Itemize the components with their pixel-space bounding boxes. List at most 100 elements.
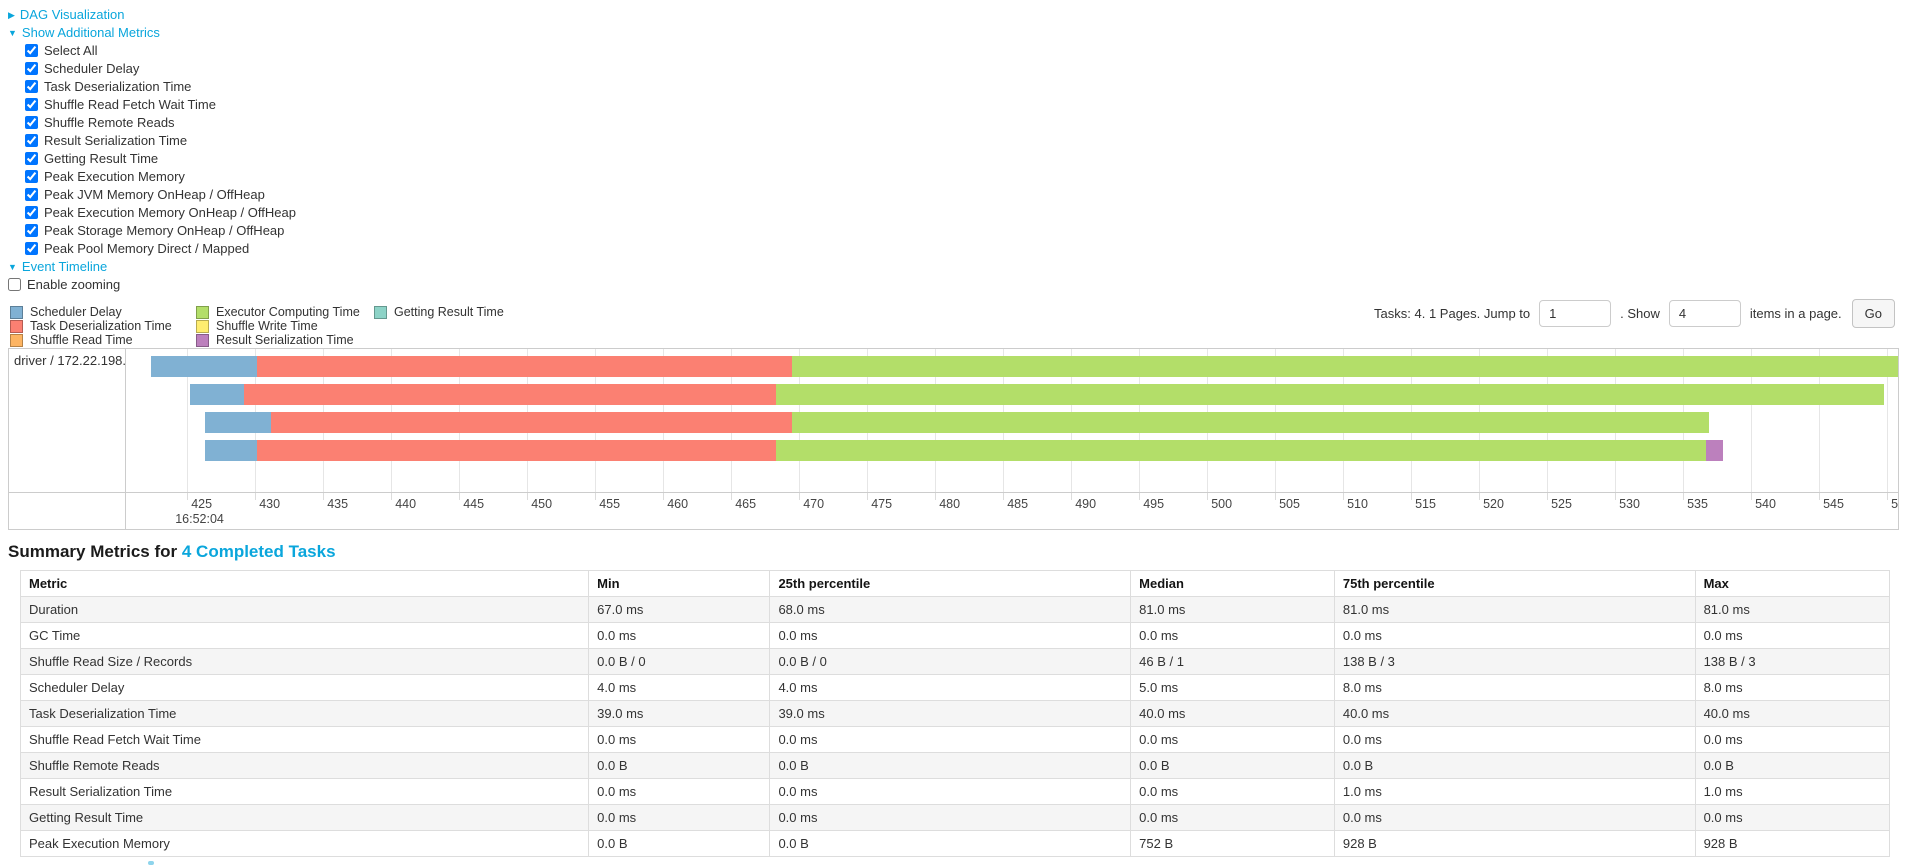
metric-checkbox-label: Peak Execution Memory — [44, 169, 185, 184]
tick-label: 435 — [327, 497, 349, 511]
metric-value-cell: 0.0 ms — [1130, 726, 1335, 753]
metric-checkbox-row: Shuffle Remote Reads — [25, 114, 296, 132]
metric-checkbox-peak-execution-memory[interactable] — [25, 170, 38, 183]
tick-mark — [663, 493, 665, 500]
summary-metrics-table: Metric Min 25th percentile Median 75th perce… — [19, 570, 1891, 857]
metric-value-cell: 0.0 ms — [588, 778, 771, 805]
items-per-page-input[interactable] — [1668, 299, 1741, 327]
metric-checkbox-shuffle-read-fetch-wait-time[interactable] — [25, 98, 38, 111]
scheduler-delay-segment — [204, 440, 257, 461]
pagination-summary-text: Tasks: 4. 1 Pages. Jump to — [1374, 305, 1531, 321]
metric-value-cell: 0.0 ms — [1694, 804, 1891, 831]
expanded-arrow-icon: ▼ — [8, 262, 17, 272]
enable-zooming-row: Enable zooming — [8, 276, 296, 294]
dag-visualization-toggle[interactable]: ▶ DAG Visualization — [8, 6, 296, 24]
metric-value-cell: 138 B / 3 — [1694, 648, 1891, 675]
metric-value-cell: 0.0 B — [1333, 752, 1696, 779]
tick-mark — [255, 493, 257, 500]
metric-value-cell: 0.0 ms — [588, 726, 771, 753]
tick-label: 515 — [1415, 497, 1436, 511]
enable-zooming-checkbox[interactable] — [8, 278, 21, 291]
metric-checkbox-label: Peak Storage Memory OnHeap / OffHeap — [44, 223, 285, 238]
event-timeline-toggle[interactable]: ▼ Event Timeline — [8, 258, 296, 276]
executor-computing-time-segment — [776, 440, 1707, 461]
table-header-row: Metric Min 25th percentile Median 75th perce… — [19, 570, 1891, 597]
table-row-gc-time: GC Time 0.0 ms 0.0 ms 0.0 ms 0.0 ms 0.0 ms — [19, 622, 1891, 649]
table-row-result-serialization-time: Result Serialization Time 0.0 ms 0.0 ms 0.0… — [19, 778, 1891, 805]
executor-row-label: driver / 172.22.198.104 — [9, 349, 126, 492]
tick-mark — [391, 493, 393, 500]
legend-item-label: Shuffle Read Time — [30, 333, 133, 347]
metric-checkbox-peak-jvm-memory-onheap-offheap[interactable] — [25, 188, 38, 201]
result-serialization-time-segment — [1706, 440, 1723, 461]
metric-checkbox-label: Shuffle Read Fetch Wait Time — [44, 97, 216, 112]
metric-value-cell: 752 B — [1130, 830, 1335, 857]
tick-label: 500 — [1211, 497, 1233, 511]
legend-item-label: Executor Computing Time — [216, 305, 360, 319]
summary-heading-prefix: Summary Metrics for — [8, 542, 178, 561]
metric-checkbox-task-deserialization-time[interactable] — [25, 80, 38, 93]
metric-name-cell: Task Deserialization Time — [19, 700, 590, 727]
metric-value-cell: 0.0 B — [588, 752, 771, 779]
pagination-items-text: items in a page. — [1749, 305, 1842, 321]
tick-mark — [867, 493, 869, 500]
metric-checkbox-peak-storage-memory-onheap-offheap[interactable] — [25, 224, 38, 237]
scheduler-delay-swatch-icon — [10, 305, 23, 319]
tick-mark — [459, 493, 461, 500]
tick-mark — [1615, 493, 1617, 500]
jump-to-page-input[interactable] — [1539, 299, 1612, 327]
metric-checkbox-result-serialization-time[interactable] — [25, 134, 38, 147]
metric-checkbox-row: Peak Pool Memory Direct / Mapped — [25, 240, 296, 258]
metric-checkbox-peak-execution-memory-onheap-offheap[interactable] — [25, 206, 38, 219]
column-header-25th-percentile: 25th percentile — [769, 570, 1132, 597]
show-additional-metrics-toggle[interactable]: ▼ Show Additional Metrics — [8, 24, 296, 42]
metric-checkbox-shuffle-remote-reads[interactable] — [25, 116, 38, 129]
scheduler-delay-segment — [204, 412, 272, 433]
metric-checkbox-select-all[interactable] — [25, 44, 38, 57]
metric-checkbox-row: Task Deserialization Time — [25, 78, 296, 96]
metric-name-cell: Getting Result Time — [19, 804, 590, 831]
task-pagination: Tasks: 4. 1 Pages. Jump to . Show items … — [1374, 296, 1895, 330]
completed-tasks-link[interactable]: 4 Completed Tasks — [181, 542, 336, 561]
executor-computing-time-segment — [792, 412, 1709, 433]
metric-checkbox-label: Getting Result Time — [44, 151, 159, 166]
result-serialization-time-swatch-icon — [196, 333, 209, 347]
metric-value-cell: 4.0 ms — [588, 674, 771, 701]
tick-label: 545 — [1823, 497, 1844, 511]
metric-value-cell: 39.0 ms — [769, 700, 1132, 727]
metric-value-cell: 928 B — [1694, 830, 1891, 857]
metric-name-cell: Result Serialization Time — [19, 778, 590, 805]
metric-checkbox-label: Shuffle Remote Reads — [44, 115, 175, 130]
tick-mark — [1139, 493, 1141, 500]
enable-zooming-label: Enable zooming — [27, 277, 121, 292]
metric-value-cell: 0.0 B — [769, 830, 1132, 857]
expanded-arrow-icon: ▼ — [8, 28, 17, 38]
tick-mark — [1003, 493, 1005, 500]
metric-value-cell: 46 B / 1 — [1130, 648, 1335, 675]
metric-checkbox-row: Peak Execution Memory — [25, 168, 296, 186]
timeline-axis-row: 425 430 435 440 445 450 455 460 465 470 475 480 485 4… — [9, 492, 1898, 529]
metric-checkbox-scheduler-delay[interactable] — [25, 62, 38, 75]
metric-checkbox-row: Scheduler Delay — [25, 60, 296, 78]
metric-value-cell: 0.0 ms — [769, 622, 1132, 649]
tick-label: 485 — [1007, 497, 1029, 511]
go-button[interactable]: Go — [1851, 298, 1895, 328]
tick-mark — [1751, 493, 1753, 500]
metric-checkbox-getting-result-time[interactable] — [25, 152, 38, 165]
metric-checkbox-row: Getting Result Time — [25, 150, 296, 168]
metric-name-cell: Peak Execution Memory — [19, 830, 590, 857]
column-header-75th-percentile: 75th percentile — [1333, 570, 1696, 597]
metric-checkbox-label: Peak Pool Memory Direct / Mapped — [44, 241, 250, 256]
tick-label: 430 — [259, 497, 281, 511]
executor-computing-time-swatch-icon — [196, 305, 209, 319]
metric-checkbox-label: Peak Execution Memory OnHeap / OffHeap — [44, 205, 296, 220]
scheduler-delay-segment — [189, 384, 245, 405]
legend-item-label: Scheduler Delay — [30, 305, 122, 319]
metric-value-cell: 0.0 ms — [1694, 726, 1891, 753]
metric-checkbox-peak-pool-memory-direct-mapped[interactable] — [25, 242, 38, 255]
legend-column: Scheduler Delay Task Deserialization Time… — [10, 305, 196, 347]
metric-value-cell: 0.0 ms — [1333, 804, 1696, 831]
legend-column: Executor Computing Time Shuffle Write Tim… — [196, 305, 374, 347]
scheduler-delay-segment — [150, 356, 257, 377]
shuffle-write-time-swatch-icon — [196, 319, 209, 333]
